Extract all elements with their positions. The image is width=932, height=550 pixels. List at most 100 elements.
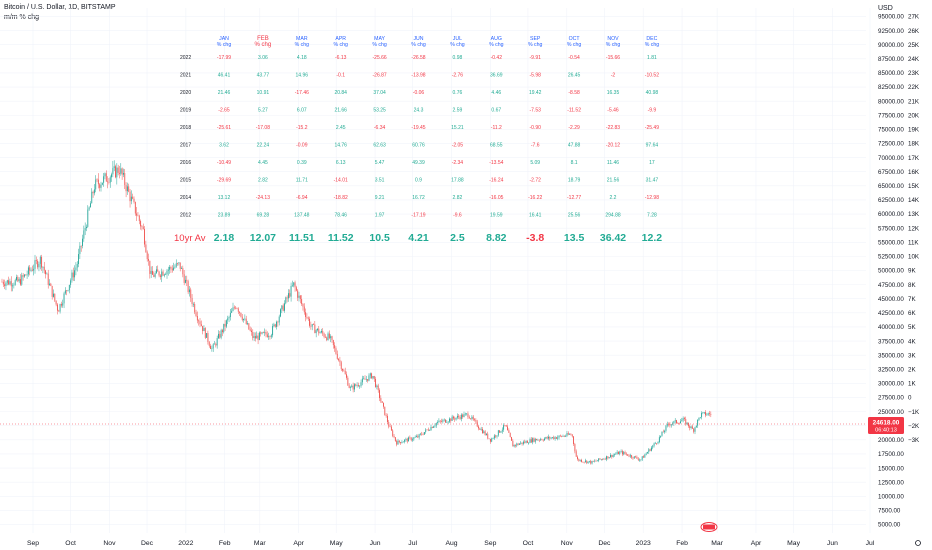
month-subheader: % chg [411, 42, 426, 48]
candle-body [600, 459, 602, 460]
price-tick-label: 87500.00 [878, 56, 904, 63]
tradingview-logo-icon[interactable] [700, 522, 718, 532]
candle-body [377, 385, 379, 391]
candle-body [617, 451, 619, 455]
time-tick-label: Feb [676, 540, 688, 547]
candle-body [650, 447, 652, 451]
candle-body [702, 412, 704, 413]
candle-body [41, 256, 43, 268]
candle-body [660, 435, 662, 438]
average-cell: -3.8 [526, 232, 544, 244]
percent-tick-label: 1K [908, 381, 916, 388]
price-axis[interactable]: 95000.00 27K 92500.00 26K 90000.00 25K 87500.0… [878, 14, 920, 529]
month-subheader: % chg [606, 42, 621, 48]
percent-tick-label: 7K [908, 296, 916, 303]
candle-body [203, 328, 205, 332]
table-cell: 0.39 [297, 160, 307, 166]
candle-body [281, 305, 283, 310]
table-cell: 36.69 [490, 73, 503, 79]
candle-body [264, 331, 266, 333]
candle-body [685, 418, 687, 425]
table-cell: 10.91 [257, 90, 270, 96]
candle-body [116, 167, 118, 178]
candle-body [305, 312, 307, 318]
candle-body [12, 285, 14, 287]
candle-body [422, 434, 424, 436]
price-tick-label: 20000.00 [878, 437, 904, 444]
time-tick-label: Jun [827, 540, 838, 547]
candle-body [49, 283, 50, 285]
candle-body [330, 336, 332, 339]
candle-body [68, 284, 70, 291]
candle-body [175, 263, 177, 267]
candle-body [705, 412, 707, 416]
candle-body [356, 385, 358, 386]
candle-body [569, 434, 571, 435]
candle-body [225, 320, 227, 327]
candle-body [595, 460, 597, 462]
candle-body [221, 330, 223, 333]
candle-body [592, 460, 594, 462]
candle-body [427, 429, 429, 431]
table-cell: 53.25 [373, 108, 386, 114]
candle-body [611, 454, 613, 457]
average-cell: 12.07 [250, 232, 276, 244]
candle-body [495, 435, 497, 437]
candle-body [199, 321, 201, 325]
price-tick-label: 15000.00 [878, 465, 904, 472]
candle-body [623, 452, 625, 455]
price-tick-label: 80000.00 [878, 98, 904, 105]
settings-icon[interactable] [915, 540, 921, 546]
candle-body [165, 274, 167, 275]
candle-body [258, 332, 260, 340]
candle-body [652, 445, 654, 448]
table-cell: 6.07 [297, 108, 307, 114]
table-cell: -25.49 [645, 125, 659, 131]
candle-body [78, 254, 80, 265]
candle-body [462, 414, 464, 418]
table-cell: -9.91 [529, 55, 541, 61]
candle-body [449, 418, 450, 422]
candle-body [198, 320, 200, 322]
candle-body [619, 451, 621, 455]
candle-body [628, 455, 630, 457]
table-cell: 43.77 [257, 73, 270, 79]
table-cell: -6.13 [335, 55, 347, 61]
table-cell: 2.82 [453, 195, 463, 201]
candle-body [570, 434, 572, 435]
candle-body [103, 176, 105, 183]
candle-body [579, 459, 581, 461]
candle-body [5, 282, 7, 286]
candle-body [122, 173, 124, 175]
candle-body [306, 317, 308, 318]
candle-body [548, 436, 549, 439]
candle-body [39, 256, 41, 264]
candle-body [112, 167, 114, 175]
candle-body [204, 328, 206, 338]
candle-body [554, 437, 556, 439]
candle-body [497, 430, 499, 436]
table-cell: -25.66 [373, 55, 387, 61]
candle-body [631, 455, 633, 458]
table-cell: -0.09 [296, 143, 308, 149]
candle-body [416, 436, 417, 438]
table-cell: 19.59 [490, 213, 503, 219]
candle-body [115, 166, 116, 178]
average-label: 10yr Av [174, 233, 206, 244]
table-cell: 62.63 [373, 143, 386, 149]
candle-body [536, 438, 538, 441]
table-cell: 21.56 [607, 178, 620, 184]
table-cell: 5.47 [375, 160, 385, 166]
candle-body [243, 318, 245, 320]
candle-body [401, 442, 403, 444]
candle-body [247, 323, 248, 325]
candle-body [565, 435, 567, 437]
candle-body [80, 245, 82, 247]
candle-body [129, 191, 131, 202]
average-cell: 2.5 [450, 232, 465, 244]
time-axis[interactable]: Sep Oct Nov Dec 2022 Feb Mar Apr May Jun Jul Aug Sep… [27, 540, 875, 547]
candle-body [286, 297, 288, 299]
table-cell: -12.98 [645, 195, 659, 201]
